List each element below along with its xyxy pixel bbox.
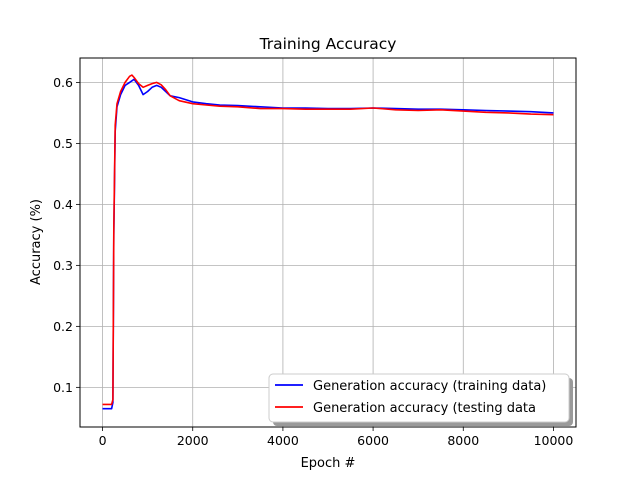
x-tick-label: 10000 [534,433,574,448]
x-tick-label: 0 [99,433,107,448]
legend-label-1: Generation accuracy (training data) [313,379,546,394]
y-axis: 0.1 0.2 0.3 0.4 0.5 0.6 [53,75,80,395]
x-tick-label: 2000 [177,433,209,448]
y-tick-label: 0.6 [53,75,73,90]
legend: Generation accuracy (training data) Gener… [268,373,573,426]
x-axis-label: Epoch # [301,456,356,471]
chart-title: Training Accuracy [259,35,397,53]
y-tick-label: 0.2 [53,319,73,334]
legend-box [268,373,570,423]
series-line-2 [102,74,554,406]
grid [80,58,576,427]
legend-label-2: Generation accuracy (testing data [313,401,536,416]
x-tick-label: 4000 [267,433,299,448]
series-lines [102,74,554,410]
x-axis: 0 2000 4000 6000 8000 10000 [99,427,574,448]
x-tick-label: 6000 [357,433,389,448]
y-axis-label: Accuracy (%) [29,199,44,285]
y-tick-label: 0.3 [53,258,73,273]
plot-frame [79,57,577,428]
x-tick-label: 8000 [447,433,479,448]
y-tick-label: 0.4 [53,197,73,212]
y-tick-label: 0.1 [53,380,73,395]
y-tick-label: 0.5 [53,136,73,151]
